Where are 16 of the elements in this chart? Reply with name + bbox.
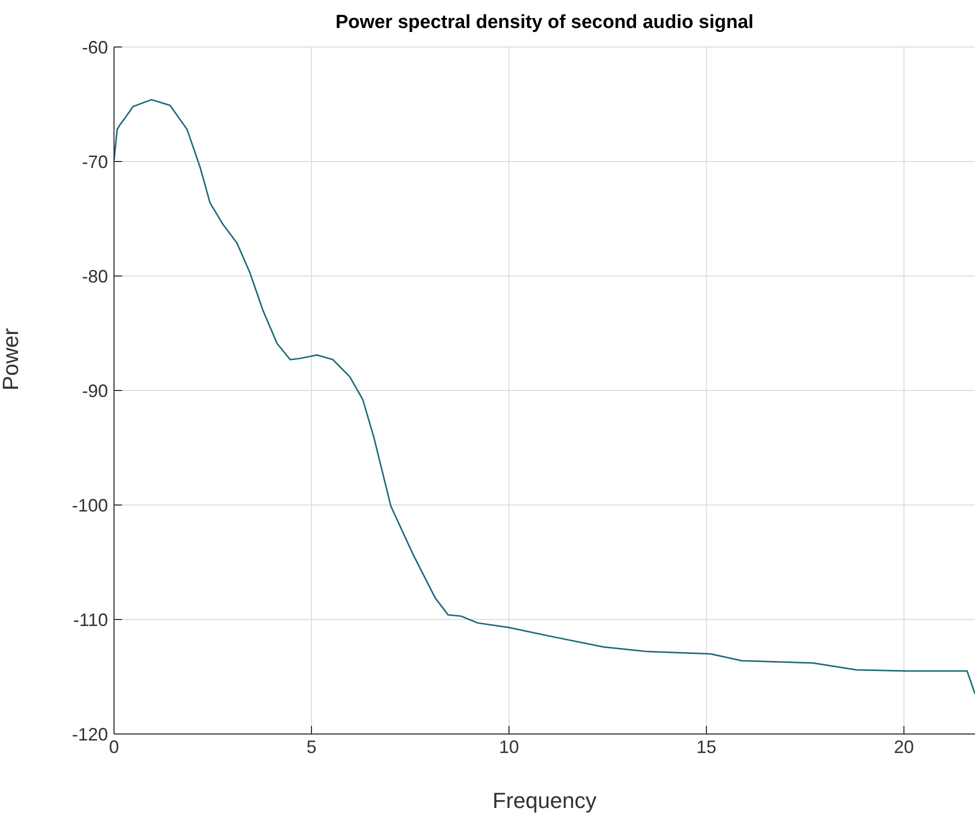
- line-series: [114, 98, 975, 695]
- y-tick-label: -80: [82, 266, 108, 286]
- y-tick-label: -70: [82, 152, 108, 172]
- y-tick-label: -110: [73, 610, 108, 630]
- x-tick-label: 20: [894, 736, 914, 757]
- x-tick-label: 0: [108, 736, 120, 757]
- x-axis-title: Frequency: [492, 788, 596, 813]
- y-tick-label: -60: [82, 37, 108, 58]
- x-tick-label: 15: [696, 736, 716, 757]
- chart-title: Power spectral density of second audio signal: [334, 12, 755, 34]
- y-tick-label: -90: [82, 380, 108, 401]
- x-tick-label: 5: [306, 736, 316, 757]
- y-axis-title: Power: [0, 328, 23, 390]
- y-tick-label: -120: [72, 724, 108, 744]
- y-tick-label: -100: [72, 495, 108, 516]
- x-tick-label: 10: [498, 736, 519, 757]
